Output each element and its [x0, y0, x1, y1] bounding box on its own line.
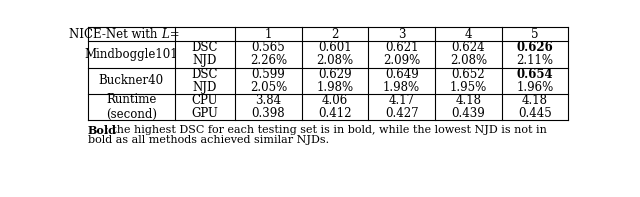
Text: 2: 2 — [332, 28, 339, 41]
Text: 1: 1 — [264, 28, 272, 41]
Text: 0.649: 0.649 — [385, 68, 419, 81]
Text: 4.06: 4.06 — [322, 94, 348, 107]
Text: 0.654: 0.654 — [516, 68, 553, 81]
Text: 1.98%: 1.98% — [383, 81, 420, 94]
Text: DSC: DSC — [191, 41, 218, 54]
Text: 3.84: 3.84 — [255, 94, 282, 107]
Text: 1.96%: 1.96% — [516, 81, 554, 94]
Text: 1.98%: 1.98% — [316, 81, 353, 94]
Text: DSC: DSC — [191, 68, 218, 81]
Text: NJD: NJD — [193, 55, 217, 68]
Text: 0.621: 0.621 — [385, 41, 419, 54]
Text: 2.08%: 2.08% — [450, 55, 487, 68]
Text: 0.624: 0.624 — [451, 41, 485, 54]
Text: 4: 4 — [465, 28, 472, 41]
Text: NICE-Net with: NICE-Net with — [69, 28, 161, 41]
Text: NJD: NJD — [193, 81, 217, 94]
Text: 4.18: 4.18 — [455, 94, 481, 107]
Text: 1.95%: 1.95% — [450, 81, 487, 94]
Text: =: = — [166, 28, 180, 41]
Text: : the highest DSC for each testing set is in bold, while the lowest NJD is not i: : the highest DSC for each testing set i… — [105, 125, 547, 135]
Text: 0.652: 0.652 — [451, 68, 485, 81]
Text: Buckner40: Buckner40 — [99, 74, 164, 87]
Text: GPU: GPU — [191, 107, 218, 120]
Text: 0.439: 0.439 — [451, 107, 485, 120]
Text: CPU: CPU — [191, 94, 218, 107]
Text: 0.565: 0.565 — [252, 41, 285, 54]
Text: Runtime
(second): Runtime (second) — [106, 93, 157, 121]
Text: Bold: Bold — [88, 125, 116, 136]
Text: 3: 3 — [398, 28, 405, 41]
Text: L: L — [161, 28, 169, 41]
Text: 2.26%: 2.26% — [250, 55, 287, 68]
Text: 5: 5 — [531, 28, 539, 41]
Text: 0.398: 0.398 — [252, 107, 285, 120]
Text: 0.427: 0.427 — [385, 107, 419, 120]
Text: Mindboggle101: Mindboggle101 — [84, 48, 178, 61]
Text: 2.08%: 2.08% — [316, 55, 353, 68]
Text: 4.18: 4.18 — [522, 94, 548, 107]
Text: 4.17: 4.17 — [388, 94, 415, 107]
Text: 0.626: 0.626 — [516, 41, 554, 54]
Text: 0.629: 0.629 — [318, 68, 352, 81]
Text: 2.11%: 2.11% — [516, 55, 554, 68]
Text: bold as all methods achieved similar NJDs.: bold as all methods achieved similar NJD… — [88, 135, 329, 145]
Text: 0.412: 0.412 — [318, 107, 352, 120]
Text: 0.601: 0.601 — [318, 41, 352, 54]
Text: 0.445: 0.445 — [518, 107, 552, 120]
Text: 0.599: 0.599 — [252, 68, 285, 81]
Text: 2.09%: 2.09% — [383, 55, 420, 68]
Text: 2.05%: 2.05% — [250, 81, 287, 94]
